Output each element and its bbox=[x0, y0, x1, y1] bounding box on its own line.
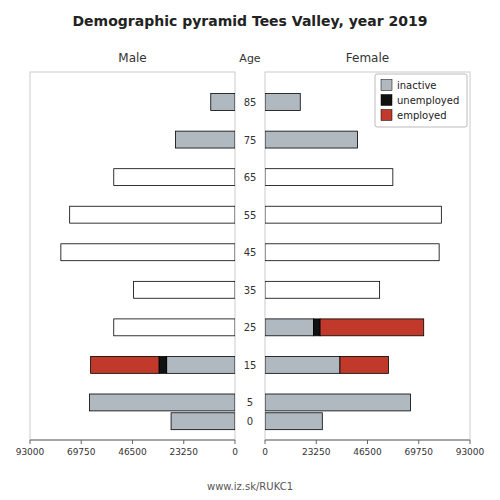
bar bbox=[114, 319, 235, 336]
legend-swatch bbox=[381, 110, 392, 121]
x-tick-label: 69750 bbox=[67, 447, 96, 457]
plot-frame bbox=[265, 72, 470, 440]
bar bbox=[265, 319, 313, 336]
bars bbox=[61, 94, 235, 430]
y-label: Age bbox=[239, 52, 261, 65]
x-tick-label: 93000 bbox=[16, 447, 45, 457]
x-tick-label: 0 bbox=[262, 447, 268, 457]
bar bbox=[265, 356, 340, 373]
panel-title: Male bbox=[118, 51, 146, 65]
x-tick bbox=[470, 440, 471, 444]
x-tick bbox=[235, 440, 236, 444]
x-tick bbox=[30, 440, 31, 444]
x-tick-label: 23250 bbox=[169, 447, 198, 457]
x-tick-label: 23250 bbox=[302, 447, 331, 457]
x-tick bbox=[265, 440, 266, 444]
y-tick-label: 55 bbox=[244, 210, 257, 221]
bar bbox=[70, 206, 235, 223]
panel: Female 0 23250 46500 69750 93000 bbox=[262, 51, 484, 457]
bar bbox=[91, 356, 159, 373]
x-tick bbox=[81, 440, 82, 444]
bar bbox=[265, 94, 300, 111]
bar bbox=[313, 319, 320, 336]
panel: Male 0 23250 46500 69750 93000 bbox=[16, 51, 238, 457]
bar bbox=[340, 356, 388, 373]
bar bbox=[61, 244, 235, 261]
bar bbox=[211, 94, 235, 111]
legend-box bbox=[375, 74, 467, 127]
bar bbox=[171, 413, 235, 430]
panel-title: Female bbox=[346, 51, 389, 65]
bar bbox=[265, 281, 380, 298]
x-tick bbox=[418, 440, 419, 444]
x-tick bbox=[183, 440, 184, 444]
y-tick-label: 35 bbox=[244, 285, 257, 296]
y-tick-label: 65 bbox=[244, 172, 257, 183]
y-tick-label: 45 bbox=[244, 247, 257, 258]
legend-swatch bbox=[381, 95, 392, 106]
bar bbox=[167, 356, 235, 373]
x-tick bbox=[316, 440, 317, 444]
legend: inactive unemployed employed bbox=[375, 74, 467, 127]
bar bbox=[114, 169, 235, 186]
footer: www.iz.sk/RUKC1 bbox=[207, 481, 293, 492]
legend-label: unemployed bbox=[397, 95, 459, 106]
y-tick-label: 5 bbox=[247, 397, 253, 408]
x-tick bbox=[132, 440, 133, 444]
bar bbox=[320, 319, 424, 336]
bar bbox=[265, 394, 410, 411]
x-tick bbox=[367, 440, 368, 444]
y-tick-label: 25 bbox=[244, 322, 257, 333]
bar bbox=[265, 244, 439, 261]
bar bbox=[265, 169, 393, 186]
x-tick-label: 46500 bbox=[353, 447, 382, 457]
x-tick-label: 69750 bbox=[404, 447, 433, 457]
legend-label: employed bbox=[397, 110, 447, 121]
legend-label: inactive bbox=[397, 80, 437, 91]
chart: Demographic pyramid Tees Valley, year 20… bbox=[0, 0, 500, 500]
bars bbox=[265, 94, 441, 430]
y-tick-label: 85 bbox=[244, 97, 257, 108]
legend-swatch bbox=[381, 80, 392, 91]
x-tick-label: 0 bbox=[232, 447, 238, 457]
x-tick-label: 93000 bbox=[456, 447, 485, 457]
bar bbox=[265, 131, 358, 148]
bar bbox=[159, 356, 167, 373]
title: Demographic pyramid Tees Valley, year 20… bbox=[73, 13, 428, 29]
bar bbox=[90, 394, 235, 411]
y-tick-label: 0 bbox=[247, 416, 253, 427]
bar bbox=[175, 131, 235, 148]
x-tick-label: 46500 bbox=[118, 447, 147, 457]
y-tick-label: 15 bbox=[244, 360, 257, 371]
y-tick-label: 75 bbox=[244, 135, 257, 146]
bar bbox=[134, 281, 235, 298]
bar bbox=[265, 413, 322, 430]
bar bbox=[265, 206, 441, 223]
plot-frame bbox=[30, 72, 235, 440]
